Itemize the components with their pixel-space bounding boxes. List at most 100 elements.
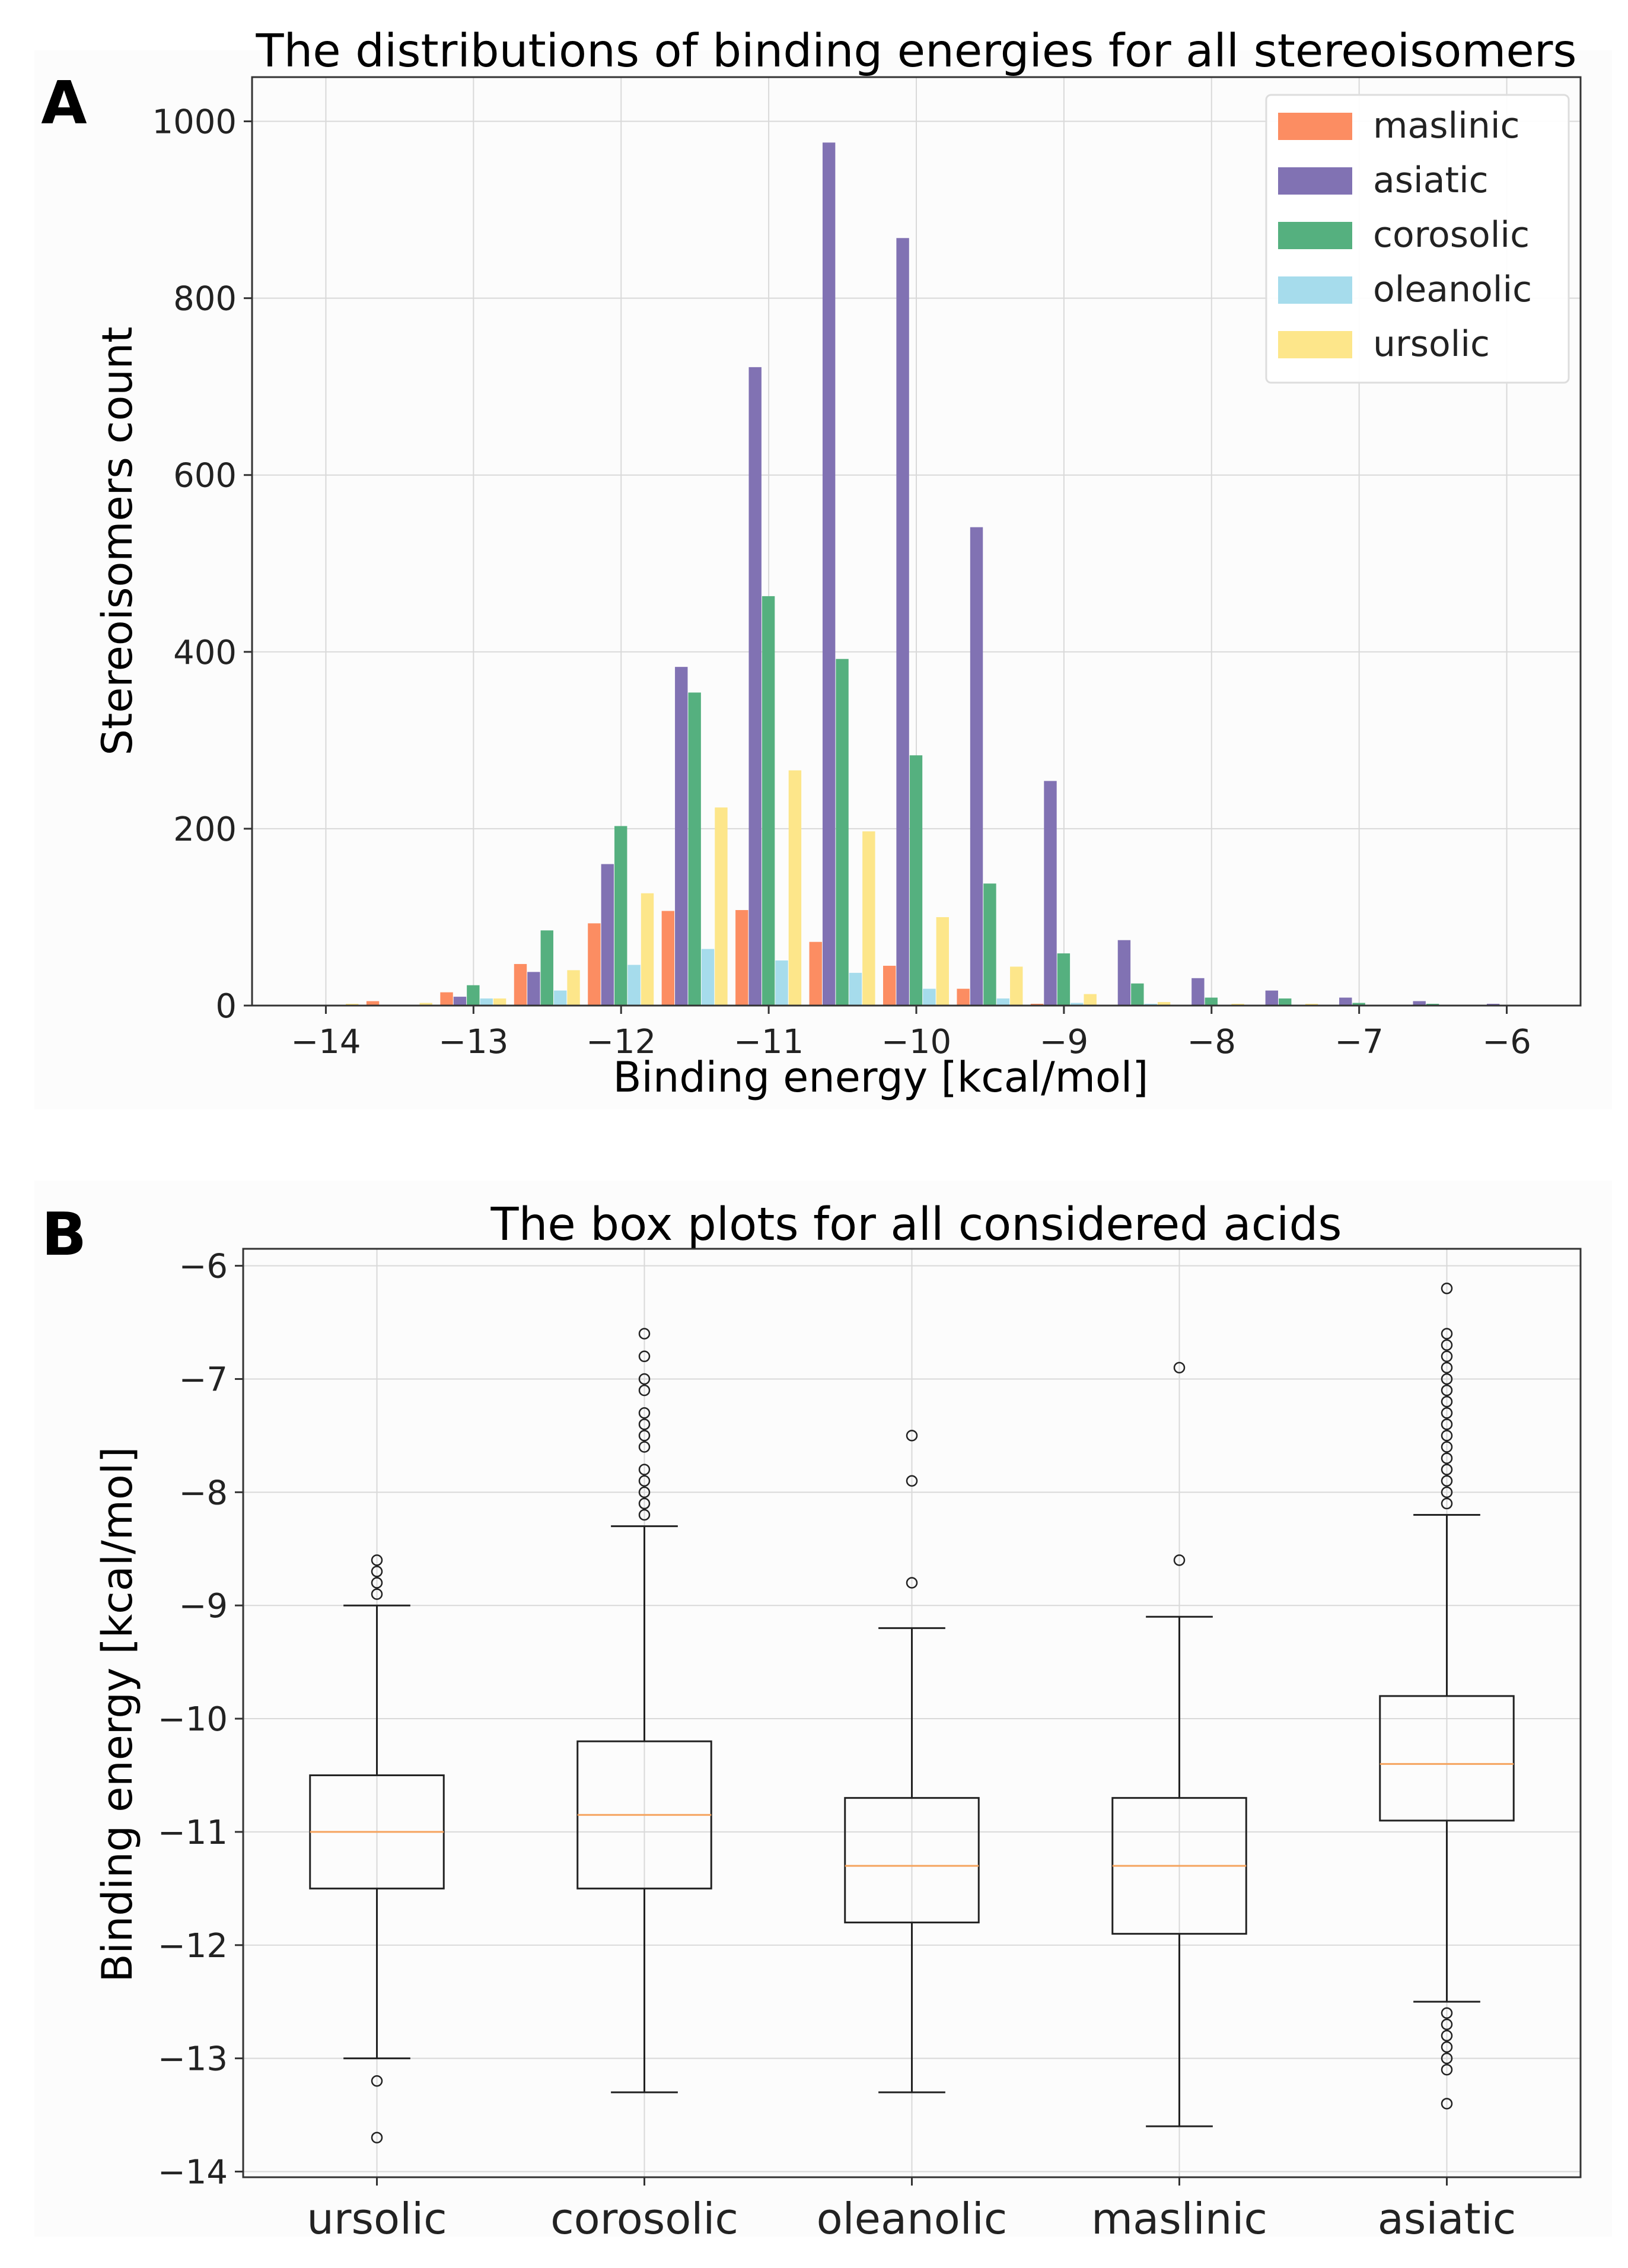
histogram-bar-ursolic [1084, 994, 1097, 1006]
histogram-y-tick-label: 400 [173, 634, 237, 672]
histogram-bar-asiatic [1413, 1001, 1426, 1006]
boxplot-outlier [371, 2132, 383, 2143]
histogram-bar-ursolic [1157, 1002, 1171, 1006]
histogram-bar-asiatic [601, 864, 614, 1006]
histogram-y-tick-label: 600 [173, 457, 237, 495]
boxplot-outlier [371, 2075, 383, 2087]
boxplot-boxes [309, 1283, 1515, 2143]
legend-label-oleanolic: oleanolic [1373, 269, 1532, 310]
boxplot-outlier [1441, 1441, 1453, 1453]
histogram-bar-ursolic [862, 831, 875, 1006]
histogram-bar-corosolic [614, 826, 627, 1006]
histogram-title: The distributions of binding energies fo… [255, 25, 1576, 78]
histogram-x-tick-label: −7 [1334, 1023, 1384, 1061]
boxplot-y-tick-label: −11 [158, 1814, 228, 1852]
boxplot-outlier [371, 1577, 383, 1589]
histogram-bar-ursolic [641, 893, 654, 1006]
histogram-bar-ursolic [419, 1003, 432, 1006]
histogram-bar-oleanolic [701, 949, 715, 1006]
histogram-bar-ursolic [1010, 966, 1023, 1006]
histogram-bar-oleanolic [996, 998, 1010, 1006]
histogram-bar-maslinic [957, 988, 970, 1006]
histogram-bar-ursolic [493, 998, 506, 1006]
legend-swatch-asiatic [1278, 167, 1352, 195]
boxplot-outlier [371, 1566, 383, 1577]
panel-a-histogram: A The distributions of binding energies … [41, 25, 1582, 1102]
histogram-bar-asiatic [1191, 978, 1205, 1006]
histogram-bar-corosolic [540, 930, 553, 1006]
histogram-y-axis-label: Stereoisomers count [93, 326, 142, 755]
histogram-bar-maslinic [809, 941, 822, 1006]
histogram-y-tick-label: 800 [173, 280, 237, 319]
histogram-bar-corosolic [836, 659, 849, 1006]
boxplot-outlier [906, 1475, 918, 1487]
histogram-bar-corosolic [1205, 997, 1218, 1006]
boxplot-outlier [1441, 1283, 1453, 1294]
histogram-bar-maslinic [366, 1001, 380, 1006]
histogram-bar-corosolic [1279, 998, 1292, 1006]
histogram-y-axis-ticks: 0 200 400 600 800 1000 [152, 103, 252, 1026]
boxplot-outlier [1441, 1350, 1453, 1363]
histogram-x-tick-label: −14 [291, 1023, 361, 1061]
histogram-x-axis-label: Binding energy [kcal/mol] [613, 1053, 1149, 1102]
boxplot-outlier [1441, 2018, 1453, 2031]
boxplot-outlier [1441, 1475, 1453, 1487]
histogram-bar-corosolic [688, 692, 701, 1006]
histogram-bar-maslinic [735, 910, 748, 1006]
boxplot-y-axis-label: Binding energy [kcal/mol] [93, 1447, 142, 1983]
boxplot-outlier [638, 1497, 651, 1510]
boxplot-y-tick-label: −12 [158, 1927, 228, 1965]
boxplot-outlier [1441, 2030, 1453, 2042]
histogram-bar-oleanolic [1071, 1003, 1084, 1006]
histogram-bar-oleanolic [849, 972, 862, 1006]
boxplot-outlier [1441, 2041, 1453, 2053]
histogram-bar-asiatic [970, 527, 983, 1006]
histogram-bar-maslinic [661, 911, 675, 1006]
histogram-bar-corosolic [1131, 983, 1144, 1006]
histogram-x-tick-label: −13 [438, 1023, 508, 1061]
boxplot-outlier [1441, 2063, 1453, 2076]
histogram-bar-corosolic [909, 755, 923, 1006]
histogram-bars [346, 142, 1540, 1006]
histogram-bar-asiatic [1339, 997, 1352, 1006]
histogram-bar-corosolic [467, 985, 480, 1006]
boxplot-box [844, 1797, 980, 1924]
boxplot-outlier [1441, 1373, 1453, 1385]
histogram-legend: maslinic asiatic corosolic oleanolic ursolic [1265, 94, 1570, 384]
boxplot-x-tick-label: maslinic [1091, 2194, 1267, 2244]
boxplot-outlier [371, 1588, 383, 1600]
histogram-x-tick-label: −6 [1482, 1023, 1531, 1061]
boxplot-y-axis-ticks: −14 −13 −12 −11 −10 −9 −8 −7 −6 [158, 1248, 243, 2191]
histogram-bar-maslinic [883, 965, 896, 1006]
boxplot-maslinic [1111, 1362, 1247, 2127]
boxplot-corosolic [576, 1328, 712, 2094]
boxplot-outlier [1441, 1452, 1453, 1464]
boxplot-outlier [1441, 1430, 1453, 1442]
boxplot-title: The box plots for all considered acids [490, 1198, 1342, 1251]
boxplot-outlier [1173, 1554, 1186, 1566]
legend-label-ursolic: ursolic [1373, 323, 1490, 365]
boxplot-outlier [638, 1384, 651, 1397]
histogram-bar-corosolic [1057, 953, 1071, 1006]
histogram-bar-asiatic [453, 997, 467, 1006]
histogram-bar-maslinic [514, 963, 527, 1006]
boxplot-outlier [638, 1350, 651, 1363]
histogram-x-tick-label: −9 [1040, 1023, 1089, 1061]
histogram-x-axis-ticks: −14 −13 −12 −11 −10 −9 −8 −7 −6 [291, 1006, 1531, 1061]
boxplot-ursolic [309, 1554, 445, 2143]
histogram-bar-oleanolic [553, 990, 567, 1006]
boxplot-outlier [638, 1418, 651, 1430]
histogram-y-tick-label: 200 [173, 810, 237, 849]
histogram-bar-asiatic [527, 972, 540, 1006]
boxplot-y-tick-label: −9 [179, 1587, 228, 1626]
boxplot-outlier [638, 1464, 651, 1475]
boxplot-outlier [638, 1486, 651, 1499]
boxplot-outlier [906, 1430, 918, 1442]
histogram-x-tick-label: −8 [1187, 1023, 1236, 1061]
panel-label-a: A [41, 68, 87, 138]
boxplot-outlier [638, 1407, 651, 1419]
boxplot-outlier [638, 1475, 651, 1487]
boxplot-outlier [1441, 2098, 1453, 2110]
boxplot-outlier [638, 1441, 651, 1453]
histogram-bar-maslinic [440, 992, 453, 1006]
